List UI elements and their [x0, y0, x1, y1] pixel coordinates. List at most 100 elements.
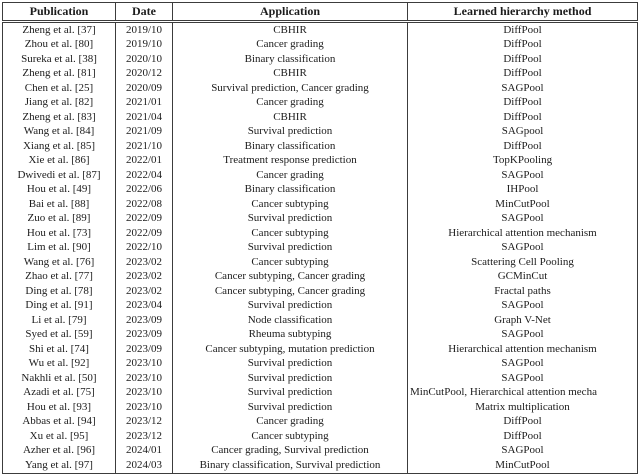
date-cell: 2020/09: [115, 81, 173, 96]
table-row: Jiang et al. [82] 2021/01 Cancer grading Di…: [2, 95, 638, 110]
method-cell: SAGPool: [407, 327, 638, 342]
method-cell: DiffPool: [407, 37, 638, 52]
application-cell: Cancer subtyping, Cancer grading: [172, 269, 408, 284]
table-row: Hou et al. [93] 2023/10 Survival predictio…: [2, 400, 638, 415]
date-cell: 2022/01: [115, 153, 173, 168]
table-row: Yang et al. [97] 2024/03 Binary classifica…: [2, 458, 638, 473]
method-cell: MinCutPool: [407, 458, 638, 473]
column-header-publication: Publication: [2, 2, 116, 23]
date-cell: 2021/01: [115, 95, 173, 110]
table-row: Zhao et al. [77] 2023/02 Cancer subtyping,…: [2, 269, 638, 284]
method-cell: SAGPool: [407, 356, 638, 371]
table-row: Shi et al. [74] 2023/09 Cancer subtyping, …: [2, 342, 638, 357]
date-cell: 2024/03: [115, 458, 173, 473]
date-cell: 2023/10: [115, 356, 173, 371]
method-cell: DiffPool: [407, 139, 638, 154]
table-row: Ding et al. [78] 2023/02 Cancer subtyping,…: [2, 284, 638, 299]
application-cell: Survival prediction, Cancer grading: [172, 81, 408, 96]
application-cell: Cancer subtyping: [172, 429, 408, 444]
publication-cell: Ding et al. [78]: [2, 284, 116, 299]
publication-cell: Nakhli et al. [50]: [2, 371, 116, 386]
application-cell: CBHIR: [172, 21, 408, 38]
application-cell: Binary classification: [172, 139, 408, 154]
table-row: Zheng et al. [83] 2021/04 CBHIR DiffPool: [2, 110, 638, 125]
table-row: Azadi et al. [75] 2023/10 Survival predict…: [2, 385, 638, 400]
application-cell: Binary classification, Survival predicti…: [172, 458, 408, 473]
table-row: Zhou et al. [80] 2019/10 Cancer grading Dif…: [2, 37, 638, 52]
application-cell: Node classification: [172, 313, 408, 328]
date-cell: 2023/10: [115, 400, 173, 415]
table-row: Hou et al. [73] 2022/09 Cancer subtyping Hi…: [2, 226, 638, 241]
publication-cell: Bai et al. [88]: [2, 197, 116, 212]
date-cell: 2023/09: [115, 342, 173, 357]
publication-cell: Chen et al. [25]: [2, 81, 116, 96]
table-row: Abbas et al. [94] 2023/12 Cancer grading Di…: [2, 414, 638, 429]
publication-cell: Xie et al. [86]: [2, 153, 116, 168]
date-cell: 2022/06: [115, 182, 173, 197]
date-cell: 2020/10: [115, 52, 173, 67]
publication-cell: Wang et al. [76]: [2, 255, 116, 270]
table-row: Wang et al. [76] 2023/02 Cancer subtyping S…: [2, 255, 638, 270]
method-cell: GCMinCut: [407, 269, 638, 284]
table-row: Bai et al. [88] 2022/08 Cancer subtyping Mi…: [2, 197, 638, 212]
date-cell: 2022/09: [115, 211, 173, 226]
application-cell: Cancer grading, Survival prediction: [172, 443, 408, 458]
application-cell: Survival prediction: [172, 371, 408, 386]
date-cell: 2024/01: [115, 443, 173, 458]
publication-cell: Hou et al. [93]: [2, 400, 116, 415]
publication-cell: Zheng et al. [81]: [2, 66, 116, 81]
table-row: Xie et al. [86] 2022/01 Treatment response…: [2, 153, 638, 168]
table-row: Zheng et al. [81] 2020/12 CBHIR DiffPool: [2, 66, 638, 81]
method-cell: SAGPool: [407, 81, 638, 96]
publication-cell: Zheng et al. [37]: [2, 21, 116, 38]
method-cell: SAGPool: [407, 240, 638, 255]
date-cell: 2023/02: [115, 269, 173, 284]
table-row: Sureka et al. [38] 2020/10 Binary classifi…: [2, 52, 638, 67]
application-cell: Cancer subtyping: [172, 255, 408, 270]
method-cell: SAGpool: [407, 124, 638, 139]
publication-cell: Ding et al. [91]: [2, 298, 116, 313]
method-cell: DiffPool: [407, 414, 638, 429]
application-cell: Cancer grading: [172, 414, 408, 429]
date-cell: 2021/10: [115, 139, 173, 154]
method-cell: MinCutPool, Hierarchical attention mecha: [407, 385, 638, 400]
publication-cell: Zhao et al. [77]: [2, 269, 116, 284]
application-cell: Cancer grading: [172, 95, 408, 110]
application-cell: CBHIR: [172, 110, 408, 125]
column-header-application: Application: [172, 2, 408, 23]
method-cell: SAGPool: [407, 168, 638, 183]
publication-cell: Zuo et al. [89]: [2, 211, 116, 226]
publication-cell: Zhou et al. [80]: [2, 37, 116, 52]
method-cell: SAGPool: [407, 443, 638, 458]
application-cell: Survival prediction: [172, 124, 408, 139]
application-cell: CBHIR: [172, 66, 408, 81]
table-row: Zheng et al. [37] 2019/10 CBHIR DiffPool: [2, 21, 638, 38]
date-cell: 2021/09: [115, 124, 173, 139]
publication-cell: Azher et al. [96]: [2, 443, 116, 458]
application-cell: Cancer grading: [172, 168, 408, 183]
application-cell: Survival prediction: [172, 356, 408, 371]
table-row: Nakhli et al. [50] 2023/10 Survival predic…: [2, 371, 638, 386]
method-cell: Hierarchical attention mechanism: [407, 226, 638, 241]
publication-cell: Hou et al. [49]: [2, 182, 116, 197]
application-cell: Cancer grading: [172, 37, 408, 52]
application-cell: Treatment response prediction: [172, 153, 408, 168]
publication-cell: Jiang et al. [82]: [2, 95, 116, 110]
method-cell: DiffPool: [407, 21, 638, 38]
application-cell: Cancer subtyping, Cancer grading: [172, 284, 408, 299]
publication-cell: Xiang et al. [85]: [2, 139, 116, 154]
column-header-date: Date: [115, 2, 173, 23]
table-row: Dwivedi et al. [87] 2022/04 Cancer grading…: [2, 168, 638, 183]
date-cell: 2023/04: [115, 298, 173, 313]
publication-cell: Abbas et al. [94]: [2, 414, 116, 429]
publication-cell: Zheng et al. [83]: [2, 110, 116, 125]
publication-cell: Xu et al. [95]: [2, 429, 116, 444]
method-cell: TopKPooling: [407, 153, 638, 168]
method-cell: DiffPool: [407, 52, 638, 67]
table-row: Syed et al. [59] 2023/09 Rheuma subtyping S…: [2, 327, 638, 342]
publication-cell: Li et al. [79]: [2, 313, 116, 328]
date-cell: 2022/09: [115, 226, 173, 241]
table-body: Zheng et al. [37] 2019/10 CBHIR DiffPool Zho…: [2, 21, 638, 473]
